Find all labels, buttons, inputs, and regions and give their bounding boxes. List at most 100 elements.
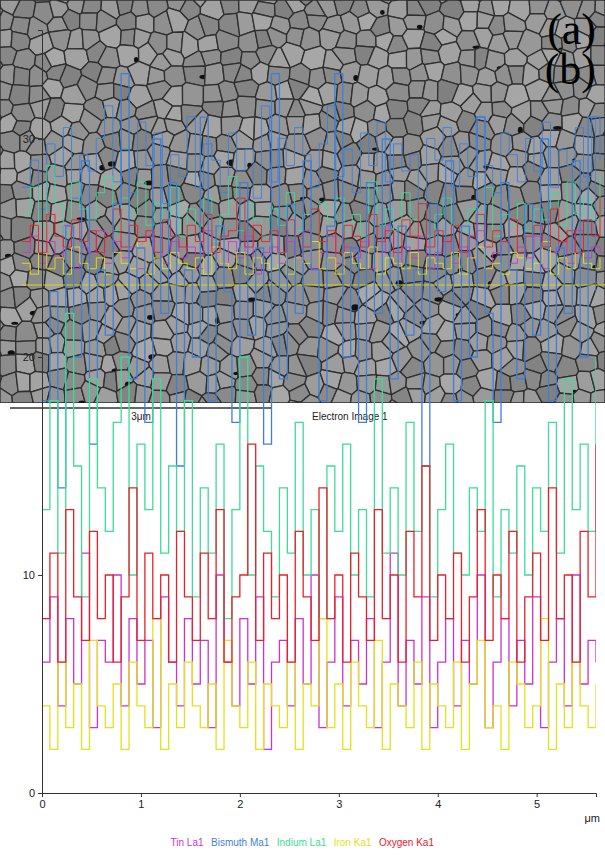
grain xyxy=(0,325,16,341)
x-tick-mark xyxy=(537,793,538,797)
grain xyxy=(80,165,101,185)
x-axis-title: μm xyxy=(584,812,600,824)
grain xyxy=(335,322,357,341)
legend-entry: Tin La1 xyxy=(171,837,204,848)
grain xyxy=(182,82,203,106)
grain xyxy=(246,161,267,184)
grain xyxy=(249,184,271,202)
grain xyxy=(386,83,410,102)
x-tick: 4 xyxy=(435,793,441,810)
pore xyxy=(386,0,390,1)
x-axis-line xyxy=(43,794,597,798)
y-tick-label: 20 xyxy=(23,351,35,363)
legend-entry: Bismuth Ma1 xyxy=(211,837,270,848)
y-tick-label: 10 xyxy=(23,569,35,581)
y-tick-mark xyxy=(38,139,42,140)
grain xyxy=(12,391,33,403)
y-tick-label: 0 xyxy=(29,787,35,799)
grain xyxy=(404,111,424,137)
grain xyxy=(490,283,510,304)
grain xyxy=(454,168,474,187)
grain xyxy=(116,382,136,403)
x-tick-mark xyxy=(339,793,340,797)
grain xyxy=(198,396,207,403)
grain xyxy=(476,368,497,391)
grain xyxy=(508,66,524,84)
grain xyxy=(62,9,80,31)
x-tick: 0 xyxy=(39,793,45,810)
grain xyxy=(542,113,562,131)
grain xyxy=(27,268,46,290)
grain xyxy=(270,149,283,168)
grain xyxy=(42,79,64,99)
grain xyxy=(573,389,591,403)
grain xyxy=(65,200,86,224)
grain xyxy=(354,358,376,376)
grain xyxy=(504,218,524,238)
grain xyxy=(67,28,83,49)
grain xyxy=(331,389,352,403)
x-tick: 1 xyxy=(138,793,144,810)
legend-entry: Oxygen Ka1 xyxy=(379,837,434,848)
grain xyxy=(0,388,12,403)
y-tick-mark xyxy=(38,357,42,358)
grain xyxy=(592,196,605,217)
grain xyxy=(542,99,563,115)
y-axis: 0102030 xyxy=(23,31,43,800)
grain xyxy=(322,179,339,201)
grain xyxy=(543,147,559,168)
pore xyxy=(11,322,18,325)
grain xyxy=(13,0,36,18)
grain xyxy=(198,14,219,36)
grain xyxy=(541,402,554,403)
grain xyxy=(12,181,33,200)
grain xyxy=(80,13,98,31)
grain xyxy=(234,80,259,97)
grain xyxy=(96,215,114,236)
grain xyxy=(355,339,372,362)
y-tick: 20 xyxy=(23,351,42,363)
grain xyxy=(234,301,254,319)
grain xyxy=(336,30,357,49)
grain xyxy=(335,307,356,324)
grain xyxy=(147,262,168,284)
grain xyxy=(9,85,30,106)
grain xyxy=(120,29,135,46)
grain xyxy=(252,368,269,385)
grain xyxy=(354,250,372,270)
grain xyxy=(574,220,598,234)
grain xyxy=(215,386,236,403)
grain xyxy=(557,284,577,306)
grain xyxy=(590,368,605,391)
grain xyxy=(220,0,239,15)
grain xyxy=(388,51,407,69)
grain xyxy=(441,393,458,403)
grain xyxy=(13,67,29,86)
y-tick-mark xyxy=(38,575,42,576)
electron-image xyxy=(0,0,605,403)
grain xyxy=(520,181,541,204)
grain xyxy=(422,80,438,101)
x-tick-label: 3 xyxy=(336,798,342,810)
series-line xyxy=(42,444,596,662)
grain xyxy=(33,352,49,373)
image-caption: Electron Image 1 xyxy=(312,411,388,422)
grain xyxy=(391,181,405,201)
grain xyxy=(0,340,16,355)
x-tick-label: 0 xyxy=(39,798,45,810)
grain xyxy=(591,332,605,353)
scan-line xyxy=(22,284,605,285)
pore xyxy=(553,126,562,130)
grains xyxy=(0,0,605,403)
grain xyxy=(163,49,185,67)
grain xyxy=(389,400,397,403)
grain xyxy=(592,153,605,171)
grain xyxy=(495,371,511,390)
grain xyxy=(510,391,524,403)
grain xyxy=(267,280,286,306)
grain xyxy=(289,10,309,29)
x-tick-label: 5 xyxy=(534,798,540,810)
x-tick-mark xyxy=(141,793,142,797)
legend-entry: Indium La1 xyxy=(277,837,327,848)
grain xyxy=(116,401,119,403)
